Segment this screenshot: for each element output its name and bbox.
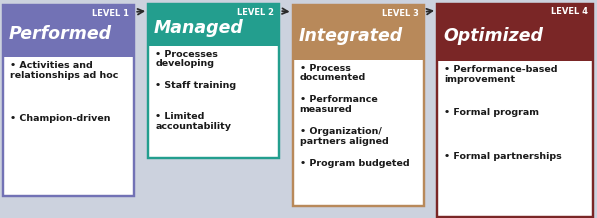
Text: Integrated: Integrated	[298, 27, 403, 45]
Bar	[3, 5, 134, 196]
Text: • Performance
measured: • Performance measured	[300, 95, 377, 114]
Text: LEVEL 3: LEVEL 3	[381, 9, 418, 18]
Bar	[3, 5, 134, 57]
Bar	[437, 4, 593, 217]
Text: • Formal partnerships: • Formal partnerships	[444, 152, 562, 161]
Text: • Performance-based
improvement: • Performance-based improvement	[444, 65, 558, 84]
Text: • Formal program: • Formal program	[444, 108, 539, 118]
Bar	[3, 5, 134, 196]
Bar	[437, 4, 593, 217]
Text: • Process
documented: • Process documented	[300, 63, 366, 82]
Text: • Organization/
partners aligned: • Organization/ partners aligned	[300, 127, 389, 146]
Bar	[293, 5, 424, 206]
Text: Managed: Managed	[154, 19, 244, 37]
Bar	[437, 4, 593, 61]
Text: Performed: Performed	[9, 25, 112, 43]
Bar	[148, 4, 279, 158]
Text: • Processes
developing: • Processes developing	[155, 50, 218, 68]
Text: Optimized: Optimized	[443, 27, 543, 45]
Text: • Champion-driven: • Champion-driven	[10, 114, 110, 123]
Text: LEVEL 1: LEVEL 1	[92, 9, 129, 18]
Text: LEVEL 4: LEVEL 4	[551, 7, 588, 16]
Text: • Limited
accountability: • Limited accountability	[155, 112, 231, 131]
Bar	[293, 5, 424, 206]
Bar	[148, 4, 279, 158]
Text: • Activities and
relationships ad hoc: • Activities and relationships ad hoc	[10, 61, 119, 80]
Bar	[148, 4, 279, 46]
Bar	[293, 5, 424, 60]
Text: • Staff training: • Staff training	[155, 81, 236, 90]
Text: LEVEL 2: LEVEL 2	[237, 8, 274, 17]
Text: • Program budgeted: • Program budgeted	[300, 159, 410, 168]
